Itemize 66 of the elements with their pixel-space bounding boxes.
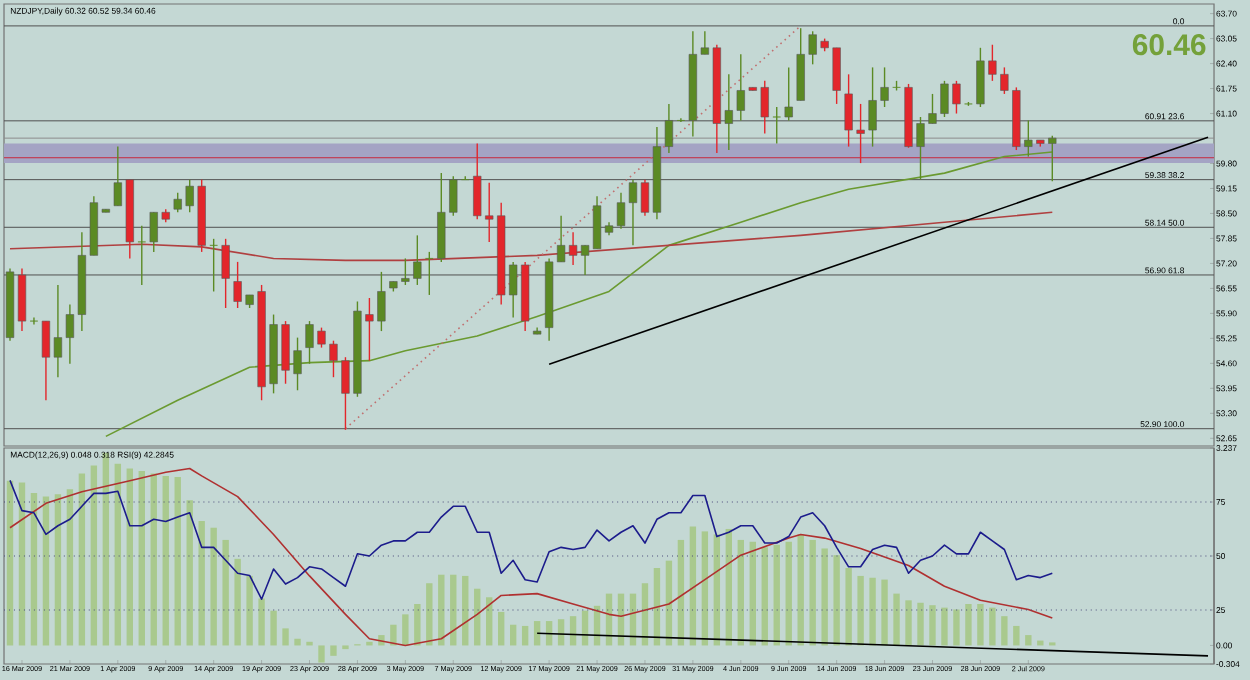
- bar: [809, 539, 816, 646]
- bar: [773, 544, 780, 646]
- bar: [198, 521, 205, 646]
- bar: [905, 600, 912, 646]
- bar: [833, 555, 840, 646]
- bar: [521, 625, 529, 646]
- bar: [941, 607, 948, 646]
- bar: [54, 494, 62, 646]
- bar: [689, 526, 697, 646]
- bar: [785, 541, 792, 646]
- bar: [989, 607, 996, 646]
- bar: [330, 645, 337, 656]
- bar: [186, 500, 193, 646]
- bar: [1001, 616, 1008, 646]
- bar: [138, 471, 145, 646]
- bar: [977, 603, 984, 646]
- bar: [114, 463, 122, 646]
- bar: [126, 468, 133, 646]
- bar: [893, 593, 900, 646]
- candlestick: [29, 316, 39, 326]
- bar: [318, 645, 325, 663]
- bar: [450, 574, 457, 646]
- bar: [222, 539, 229, 646]
- bar: [845, 567, 852, 646]
- bar: [761, 547, 768, 646]
- bar: [965, 603, 972, 646]
- bar: [150, 473, 157, 646]
- bar: [857, 575, 864, 646]
- annotation: 60.46: [1132, 34, 1206, 56]
- bar: [174, 477, 181, 646]
- bar: [749, 541, 756, 646]
- bar: [30, 492, 38, 646]
- bar: [917, 602, 924, 646]
- bar: [210, 527, 217, 646]
- bar: [426, 583, 433, 646]
- bar: [42, 496, 50, 646]
- bar: [6, 480, 14, 646]
- bar: [78, 473, 86, 646]
- bar: [869, 577, 876, 646]
- bar: [569, 616, 577, 646]
- bar: [66, 489, 74, 646]
- bar: [258, 598, 265, 646]
- bar: [953, 609, 960, 646]
- bar: [1025, 635, 1032, 646]
- bar: [929, 605, 936, 646]
- bar: [246, 575, 253, 646]
- line-series: [105, 151, 1054, 438]
- bar: [509, 624, 517, 646]
- bar: [797, 534, 804, 646]
- bar: [390, 624, 397, 646]
- bar: [1037, 640, 1044, 646]
- bar: [821, 548, 828, 646]
- bar: [497, 611, 505, 646]
- bar: [90, 465, 98, 646]
- line-series: [9, 467, 1054, 647]
- bar: [881, 579, 888, 646]
- bar: [282, 628, 289, 646]
- line-series: [9, 479, 1054, 600]
- bar: [270, 610, 277, 646]
- bar: [462, 575, 469, 646]
- bar: [414, 603, 421, 646]
- bar: [1013, 625, 1020, 646]
- bar: [402, 614, 409, 646]
- bar: [162, 475, 169, 646]
- bar: [234, 558, 241, 646]
- bar: [294, 638, 301, 646]
